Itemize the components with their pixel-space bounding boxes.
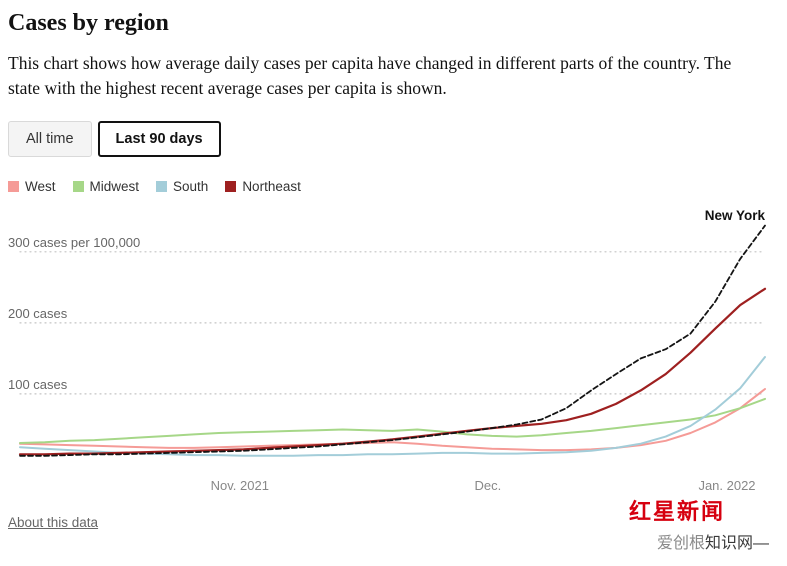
watermark-brand: 红星新闻 bbox=[628, 499, 725, 524]
watermark: 红星新闻 爱创根知识网— bbox=[629, 494, 769, 553]
legend-item-west: West bbox=[8, 179, 56, 194]
south-swatch-icon bbox=[156, 180, 168, 192]
watermark-subtext-left: 爱创根 bbox=[656, 535, 705, 552]
page-title: Cases by region bbox=[8, 10, 169, 36]
series-line-northeast bbox=[18, 287, 767, 456]
series-line-west bbox=[19, 387, 766, 451]
legend-label-midwest: Midwest bbox=[89, 178, 140, 194]
series-line-new-york bbox=[19, 224, 766, 457]
series-line-midwest bbox=[19, 397, 766, 444]
midwest-swatch-icon bbox=[72, 180, 84, 192]
x-axis-label: Nov. 2021 bbox=[211, 478, 269, 493]
last-90-days-button[interactable]: Last 90 days bbox=[97, 120, 221, 157]
time-range-toggle: All time Last 90 days bbox=[8, 120, 787, 157]
all-time-button[interactable]: All time bbox=[8, 120, 92, 157]
x-axis-label: Dec. bbox=[475, 478, 502, 493]
legend-label-south: South bbox=[173, 178, 209, 194]
about-this-data-link[interactable]: About this data bbox=[8, 515, 99, 530]
chart-description: This chart shows how average daily cases… bbox=[8, 53, 732, 98]
watermark-subtext: 爱创根知识网— bbox=[629, 529, 769, 553]
west-swatch-icon bbox=[8, 180, 19, 192]
annotation-new-york: New York bbox=[705, 208, 766, 223]
legend-label-west: West bbox=[25, 178, 56, 194]
y-axis-label: 100 cases bbox=[8, 377, 68, 392]
legend-label-northeast: Northeast bbox=[242, 178, 301, 194]
legend-item-northeast: Northeast bbox=[225, 179, 301, 194]
y-axis-label: 300 cases per 100,000 bbox=[8, 234, 140, 249]
legend-item-south: South bbox=[156, 179, 208, 194]
y-axis-label: 200 cases bbox=[8, 306, 68, 321]
legend-item-midwest: Midwest bbox=[72, 178, 140, 194]
watermark-subtext-right: 知识网— bbox=[704, 535, 769, 552]
region-chart: 100 cases 200 cases 300 cases per 100,000 N… bbox=[8, 208, 767, 493]
northeast-swatch-icon bbox=[225, 180, 237, 192]
chart-legend: West Midwest South Northeast bbox=[8, 179, 787, 194]
x-axis-label: Jan. 2022 bbox=[698, 478, 755, 493]
